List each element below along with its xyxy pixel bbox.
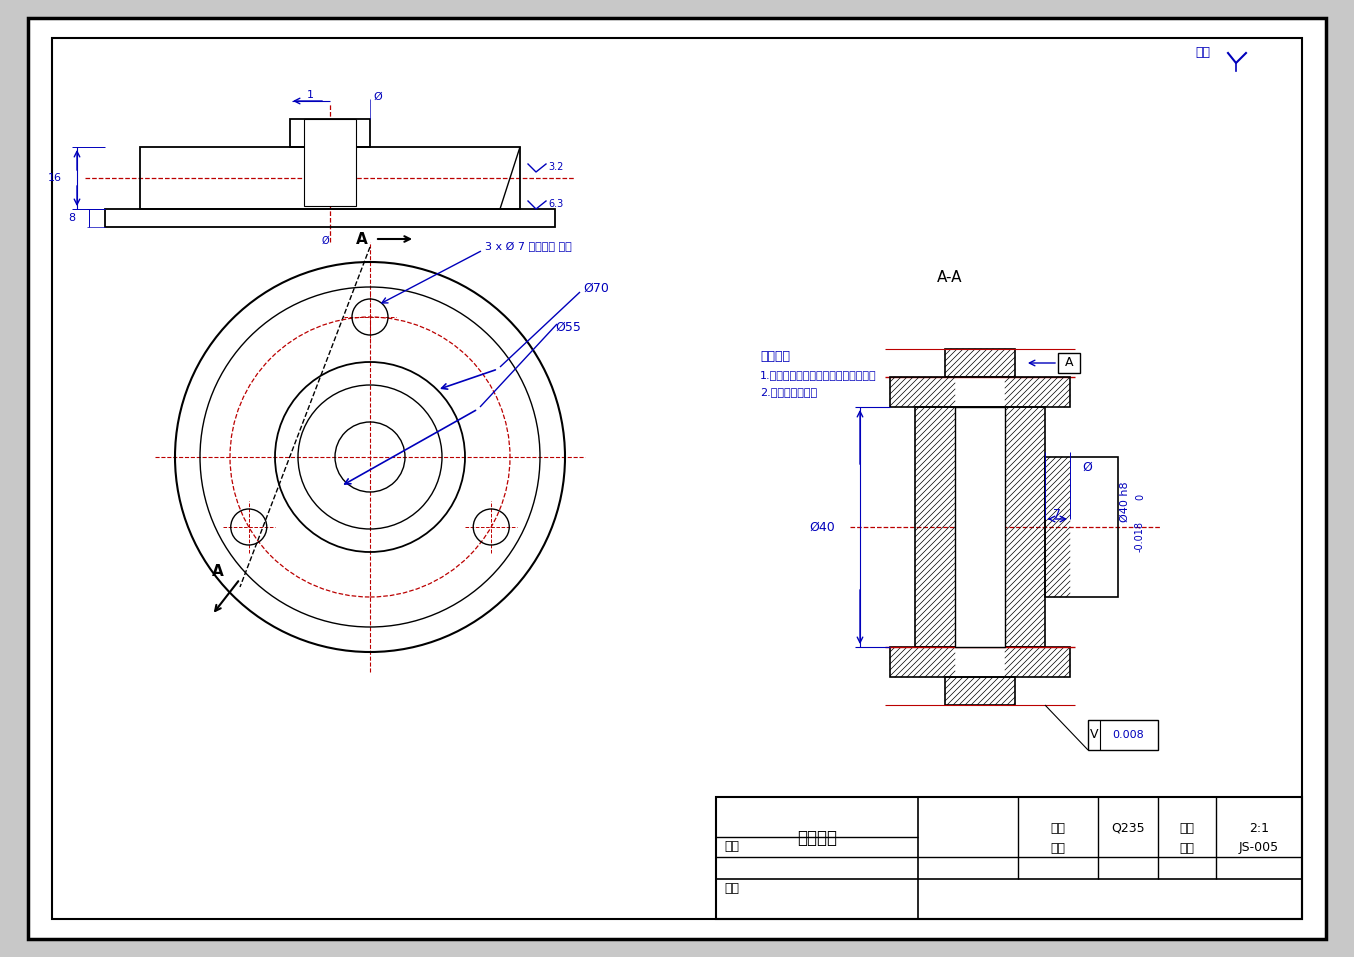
Text: 数量: 数量 xyxy=(1051,841,1066,855)
Text: A: A xyxy=(356,232,368,247)
Bar xyxy=(945,349,1016,377)
Text: Ø: Ø xyxy=(372,92,382,102)
Text: 1.零件表面不得有裂纹、锻伤等缺陷；: 1.零件表面不得有裂纹、锻伤等缺陷； xyxy=(760,370,876,380)
Bar xyxy=(890,647,1070,677)
Text: Ø40 h8: Ø40 h8 xyxy=(1120,481,1131,523)
Text: 审核: 审核 xyxy=(724,881,739,895)
Text: Ø40: Ø40 xyxy=(810,521,835,533)
Bar xyxy=(1045,457,1118,597)
Text: 7: 7 xyxy=(1053,508,1062,522)
Text: 蜗杆端盖: 蜗杆端盖 xyxy=(798,829,837,847)
Bar xyxy=(890,377,1070,407)
Bar xyxy=(139,147,520,209)
Bar xyxy=(1057,353,1080,373)
Text: 0: 0 xyxy=(1135,494,1145,501)
Text: JS-005: JS-005 xyxy=(1239,841,1280,855)
Bar xyxy=(1089,720,1158,750)
Text: 16: 16 xyxy=(47,173,62,183)
Text: Ø: Ø xyxy=(1082,460,1091,474)
Text: 比例: 比例 xyxy=(1179,821,1194,835)
Text: 技术要求: 技术要求 xyxy=(760,350,789,364)
Text: 1: 1 xyxy=(306,90,314,100)
Text: 图号: 图号 xyxy=(1179,841,1194,855)
Text: 3 x Ø 7 完全贯穿 均布: 3 x Ø 7 完全贯穿 均布 xyxy=(485,242,571,252)
Text: 其余: 其余 xyxy=(1196,46,1210,58)
Text: 3.2: 3.2 xyxy=(548,162,563,172)
Text: 制图: 制图 xyxy=(724,840,739,854)
Text: Q235: Q235 xyxy=(1112,821,1145,835)
Bar xyxy=(106,209,555,227)
Text: 2:1: 2:1 xyxy=(1248,821,1269,835)
Bar xyxy=(305,119,356,206)
Text: Ø70: Ø70 xyxy=(584,281,609,295)
Text: A-A: A-A xyxy=(937,270,963,284)
Text: 0.008: 0.008 xyxy=(1112,730,1144,740)
Text: 6.3: 6.3 xyxy=(548,199,563,209)
Bar xyxy=(290,119,370,147)
Bar xyxy=(955,407,1005,647)
Bar xyxy=(915,407,1045,647)
Text: 2.去锐边、毛刺。: 2.去锐边、毛刺。 xyxy=(760,387,816,397)
Text: V: V xyxy=(1090,728,1098,742)
Bar xyxy=(716,797,1303,919)
Text: A: A xyxy=(1064,357,1074,369)
Bar xyxy=(945,677,1016,705)
Text: Ø: Ø xyxy=(321,236,329,246)
Text: A: A xyxy=(213,565,223,580)
Text: Ø55: Ø55 xyxy=(555,321,581,333)
Text: 8: 8 xyxy=(68,213,74,223)
Text: 材料: 材料 xyxy=(1051,821,1066,835)
Text: -0.018: -0.018 xyxy=(1135,522,1145,552)
